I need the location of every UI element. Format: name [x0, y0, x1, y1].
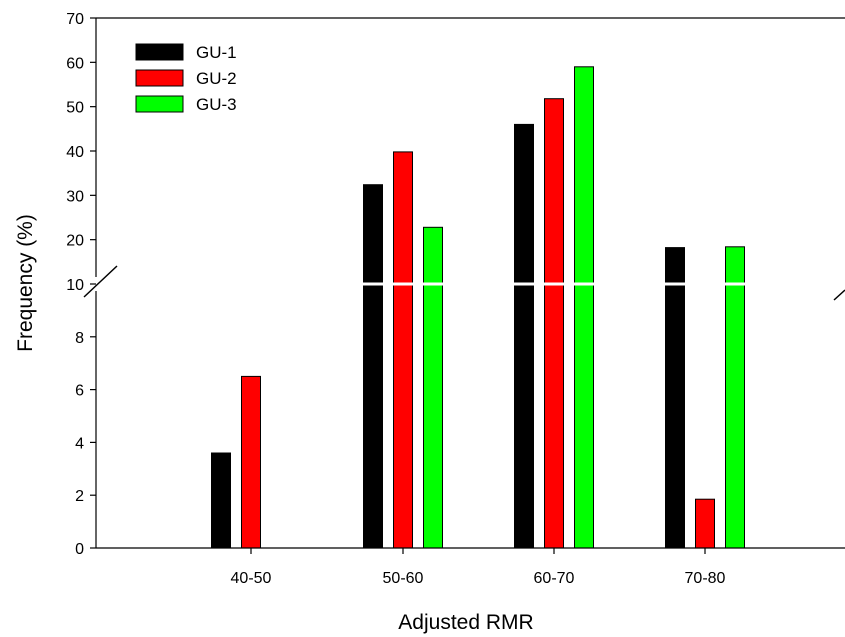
x-tick-label: 70-80 — [685, 570, 726, 587]
y-tick-label: 6 — [75, 383, 84, 400]
bar-gu-1-70-80 — [665, 247, 685, 549]
bar-gu-2-40-50 — [241, 375, 261, 549]
y-tick-label: 30 — [66, 188, 84, 205]
x-axis-title: Adjusted RMR — [398, 611, 533, 634]
x-ticks: 40-50 50-60 60-70 70-80 — [231, 548, 726, 587]
bar-gu-2-50-60 — [393, 151, 413, 549]
y-tick-label: 40 — [66, 144, 84, 161]
legend-swatch-gu-2 — [135, 69, 184, 87]
y-tick-label: 10 — [66, 277, 84, 294]
y-axis-title: Frequency (%) — [14, 214, 37, 352]
legend-label-gu-3: GU-3 — [196, 95, 237, 114]
legend-swatch-gu-1 — [135, 43, 184, 61]
y-tick-label: 4 — [75, 435, 84, 452]
bar-gu-3-50-60 — [423, 226, 443, 549]
y-tick-label: 70 — [66, 11, 84, 28]
legend-label-gu-2: GU-2 — [196, 69, 237, 88]
y-tick-label: 2 — [75, 488, 84, 505]
y-tick-label: 0 — [75, 541, 84, 558]
bar-gu-3-70-80 — [725, 246, 745, 549]
y-tick-label: 20 — [66, 233, 84, 250]
bar-gu-1-40-50 — [211, 452, 231, 549]
y-tick-label: 60 — [66, 55, 84, 72]
bar-gu-2-70-80 — [695, 498, 715, 549]
axis-break-gap — [98, 282, 841, 286]
y-tick-label: 8 — [75, 330, 84, 347]
x-tick-label: 60-70 — [534, 570, 575, 587]
legend-label-gu-1: GU-1 — [196, 43, 237, 62]
right-break-mark — [833, 289, 845, 301]
break-gap — [98, 282, 841, 286]
bar-gu-3-60-70 — [574, 66, 594, 549]
axes — [83, 17, 845, 549]
bars-layer — [211, 66, 745, 549]
legend: GU-1 GU-2 GU-3 — [135, 43, 237, 114]
x-tick-label: 50-60 — [383, 570, 424, 587]
x-tick-label: 40-50 — [231, 570, 272, 587]
y-axis-break-mark — [83, 265, 118, 298]
bar-gu-1-60-70 — [514, 123, 534, 549]
legend-swatch-gu-3 — [135, 95, 184, 113]
y-ticks: 0 2 4 6 8 10 20 30 40 50 60 70 — [66, 11, 96, 558]
bar-gu-2-60-70 — [544, 98, 564, 549]
bar-gu-1-50-60 — [363, 184, 383, 549]
y-tick-label: 50 — [66, 100, 84, 117]
